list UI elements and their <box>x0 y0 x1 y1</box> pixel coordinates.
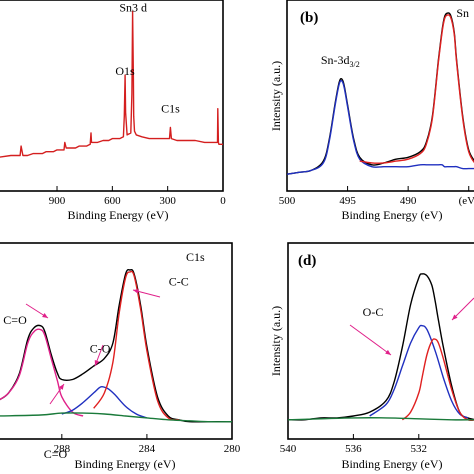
panel-d-series-3 <box>288 417 474 421</box>
panel-b-frame <box>286 0 474 192</box>
panel-c-c-o-arrow-head <box>94 360 100 366</box>
panel-d-xtick-label: 532 <box>411 443 428 455</box>
panel-d-series-1 <box>369 324 469 419</box>
panel-d-xtick-label: 540 <box>280 443 297 455</box>
panel-c-xtick-label: 280 <box>224 443 241 455</box>
panel-d-series-0 <box>288 273 474 421</box>
panel-d-annotation: O-C <box>363 305 384 319</box>
panel-c-plot: 288 284 280 C-C C-O C=O C=O <box>0 269 241 461</box>
panel-a-annotation: O1s <box>115 64 135 78</box>
panel-b-annotation: Sn <box>456 6 469 20</box>
panel-b-letter: (b) <box>300 10 318 26</box>
panel-c-series-group <box>0 269 232 423</box>
panel-b-ylabel: Intensity (a.u.) <box>269 61 283 131</box>
panel-b-xtick-label: 495 <box>339 195 356 207</box>
panel-d-series-group <box>288 273 474 422</box>
panel-b-xtick-label: (eV) <box>459 195 474 207</box>
panel-c-annotation: C=O <box>44 447 68 461</box>
panel-b-plot: 500 495 490 (eV) Sn-3d3/2 Sn <box>279 6 474 207</box>
panel-c-series-2 <box>61 385 148 419</box>
panel-b-annotation: Sn-3d3/2 <box>321 53 360 69</box>
panel-d-o1s: 540 536 532 O-C (d) Intensity (a.u.) Bindin… <box>269 242 474 471</box>
panel-c-title: C1s <box>186 250 205 264</box>
panel-c-c-o-top-arrow-head <box>42 313 48 318</box>
panel-c-annotation: C-O <box>90 342 111 356</box>
panel-c-c-o-bottom-arrow-head <box>58 384 64 390</box>
panel-d-frame <box>287 242 474 440</box>
panel-b-xtick-label: 500 <box>279 195 296 207</box>
panel-b-series-2 <box>359 14 474 164</box>
panel-c-xtick-label: 288 <box>54 443 71 455</box>
panel-d-xtick-label: 536 <box>345 443 362 455</box>
panel-c-xlabel: Binding Energy (eV) <box>74 457 175 471</box>
panel-b-series-0 <box>287 12 474 175</box>
panel-d-oc-arrow-head <box>385 349 391 355</box>
panel-c-series-1 <box>0 328 84 417</box>
panel-d-letter: (d) <box>298 253 316 269</box>
panel-d-oc-arrow <box>349 324 392 356</box>
panel-c-annotation: C=O <box>3 313 27 327</box>
panel-a-series-0 <box>0 10 223 158</box>
panel-b-sn3d: 500 495 490 (eV) Sn-3d3/2 Sn (b) Intensity (a… <box>269 0 474 222</box>
panel-b-series-1 <box>287 79 474 175</box>
panel-c-series-3 <box>93 270 179 421</box>
panel-d-series-2 <box>401 338 474 422</box>
panel-a-frame <box>0 0 224 192</box>
panel-c-series-0 <box>0 269 232 423</box>
panel-b-xlabel: Binding Energy (eV) <box>341 208 442 222</box>
panel-c-xtick-label: 284 <box>139 443 156 455</box>
panel-c-cc-arrow-head <box>133 289 139 294</box>
panel-d-right-arrow-head <box>452 314 458 320</box>
panel-a-survey: 900 600 300 0 Sn3 d O1s C1s Binding Energy (eV… <box>0 0 226 222</box>
panel-a-xlabel: Binding Energy (eV) <box>67 208 168 222</box>
panel-c-frame <box>0 242 233 440</box>
panel-d-ylabel: Intensity (a.u.) <box>269 306 283 376</box>
panel-a-xtick-label: 0 <box>220 195 226 207</box>
panel-a-series-group <box>0 10 223 158</box>
panel-a-xtick-label: 900 <box>49 195 66 207</box>
panel-a-xtick-label: 600 <box>104 195 121 207</box>
panel-b-series-group <box>287 12 474 175</box>
panel-a-annotation: Sn3 d <box>119 0 147 14</box>
panel-c-annotation: C-C <box>169 274 189 288</box>
panel-c-series-4 <box>0 412 232 423</box>
panel-d-plot: 540 536 532 O-C <box>280 273 474 455</box>
panel-c-c1s: 288 284 280 C-C C-O C=O C=O C1s Binding Energy… <box>0 242 241 471</box>
panel-d-xlabel: Binding Energy (eV) <box>341 457 442 471</box>
panel-b-xtick-label: 490 <box>400 195 417 207</box>
panel-a-xtick-label: 300 <box>159 195 176 207</box>
panel-a-plot: 900 600 300 0 Sn3 d O1s C1s <box>0 0 226 207</box>
panel-a-annotation: C1s <box>161 101 180 115</box>
